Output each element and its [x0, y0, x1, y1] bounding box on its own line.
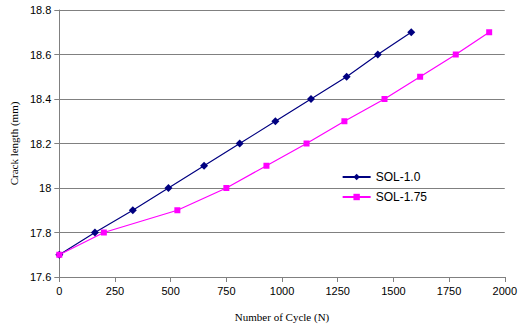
svg-text:1750: 1750: [437, 285, 461, 297]
svg-text:2000: 2000: [493, 285, 517, 297]
svg-text:18.8: 18.8: [30, 4, 51, 16]
svg-text:1000: 1000: [270, 285, 294, 297]
svg-text:18: 18: [39, 182, 51, 194]
svg-text:1250: 1250: [325, 285, 349, 297]
svg-text:500: 500: [161, 285, 179, 297]
svg-text:750: 750: [217, 285, 235, 297]
svg-text:17.8: 17.8: [30, 227, 51, 239]
svg-text:18.6: 18.6: [30, 49, 51, 61]
svg-text:18.4: 18.4: [30, 93, 51, 105]
svg-text:1500: 1500: [381, 285, 405, 297]
svg-text:SOL-1.0: SOL-1.0: [376, 170, 421, 184]
svg-text:SOL-1.75: SOL-1.75: [376, 190, 428, 204]
svg-text:18.2: 18.2: [30, 138, 51, 150]
svg-text:250: 250: [106, 285, 124, 297]
svg-text:Number of Cycle (N): Number of Cycle (N): [235, 311, 330, 324]
svg-text:0: 0: [56, 285, 62, 297]
svg-text:17.6: 17.6: [30, 271, 51, 283]
svg-text:Crack length (mm): Crack length (mm): [8, 101, 21, 185]
